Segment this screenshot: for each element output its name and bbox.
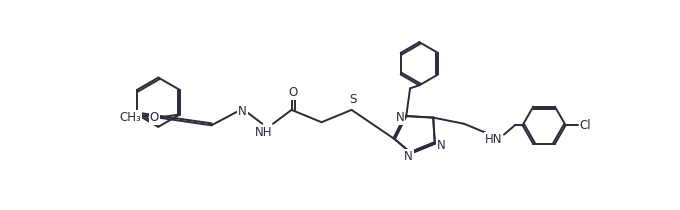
- Text: CH₃: CH₃: [120, 111, 141, 124]
- Text: N: N: [404, 150, 413, 163]
- Text: O: O: [150, 111, 159, 124]
- Text: N: N: [238, 105, 247, 118]
- Text: O: O: [288, 87, 298, 100]
- Text: NH: NH: [255, 126, 273, 139]
- Text: N: N: [396, 111, 405, 124]
- Text: HN: HN: [485, 133, 502, 146]
- Text: Cl: Cl: [580, 119, 592, 132]
- Text: S: S: [350, 93, 357, 106]
- Text: N: N: [437, 139, 445, 152]
